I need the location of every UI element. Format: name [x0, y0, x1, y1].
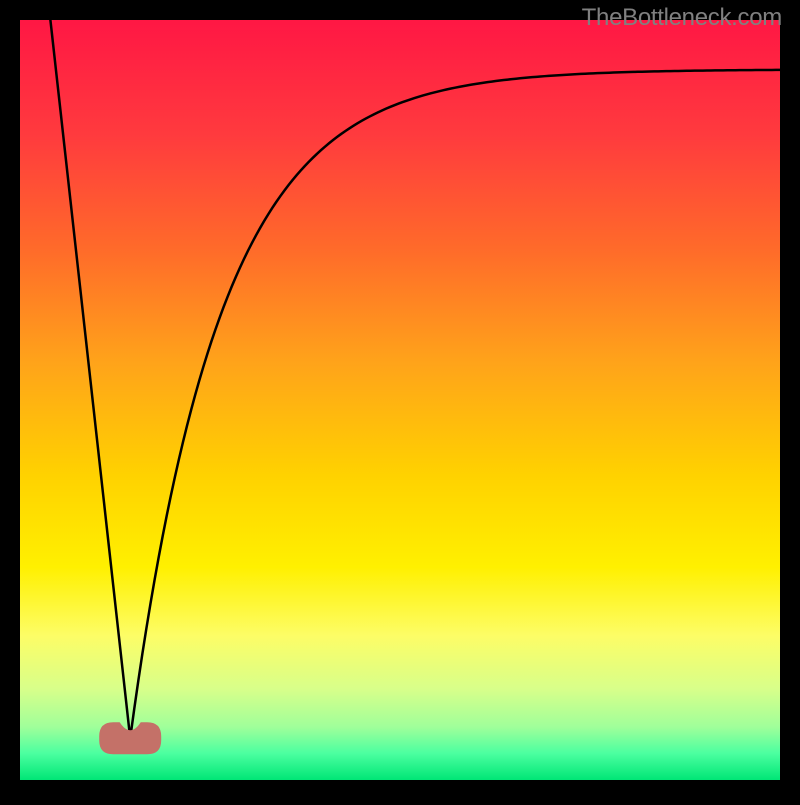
watermark-text: TheBottleneck.com [582, 4, 782, 32]
chart-svg [0, 0, 800, 800]
gradient-background [20, 20, 780, 780]
chart-root [0, 0, 800, 800]
